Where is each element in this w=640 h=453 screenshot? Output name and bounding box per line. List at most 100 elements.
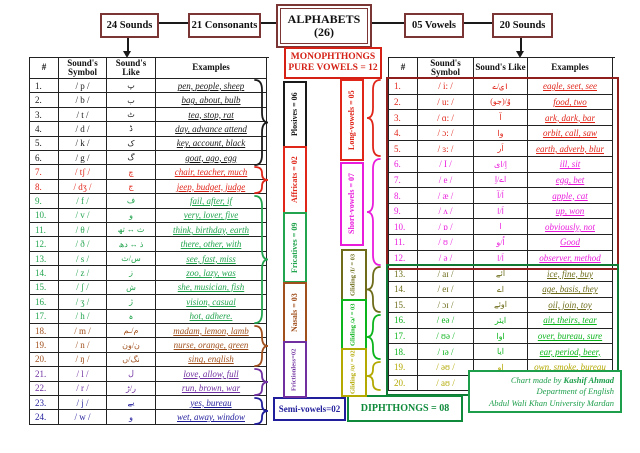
brace-nasals bbox=[254, 325, 269, 367]
cell-symbol: / t / bbox=[59, 107, 107, 123]
cell-number: 16. bbox=[389, 313, 418, 329]
right-drop-line bbox=[520, 34, 522, 52]
down-arrow-icon bbox=[123, 51, 131, 58]
cell-symbol: / k / bbox=[59, 136, 107, 152]
cell-sounds-like: ای/ے bbox=[474, 79, 528, 95]
cell-number: 17. bbox=[389, 328, 418, 345]
cell-examples: ear, period, beer, bbox=[528, 344, 613, 360]
cell-sounds-like: اے/اِ bbox=[474, 172, 528, 189]
cell-examples: very, lover, five bbox=[156, 208, 267, 224]
group-label-gliding_i: Gliding /I/ = 03 bbox=[341, 249, 367, 301]
cell-symbol: / ɒ / bbox=[418, 219, 474, 236]
table-row: 6. / I / اِ/ای ill, sit bbox=[389, 157, 615, 173]
brace-short bbox=[366, 158, 381, 266]
group-label-short: Short-vowels = 07 bbox=[340, 162, 364, 246]
table-header-row: # Sound's Symbol Sound's Like Examples bbox=[30, 58, 269, 79]
cell-symbol: / l / bbox=[59, 367, 107, 382]
cell-symbol: / ʊə / bbox=[418, 328, 474, 345]
cell-examples: madam, lemon, lamb bbox=[156, 323, 267, 339]
cell-sounds-like: اُ/و bbox=[474, 235, 528, 251]
cell-number: 14. bbox=[30, 266, 59, 281]
group-label-nasals: Nasals = 03 bbox=[283, 282, 307, 343]
diphthongs-label: DIPHTHONGS = 08 bbox=[360, 402, 450, 414]
cell-number: 2. bbox=[389, 94, 418, 111]
cell-symbol: / æ / bbox=[418, 188, 474, 204]
cell-number: 21. bbox=[30, 367, 59, 382]
cell-symbol: / ɑ: / bbox=[418, 110, 474, 126]
column-header: Sound's Symbol bbox=[418, 58, 474, 79]
column-header: Examples bbox=[156, 58, 267, 79]
cell-symbol: / θ / bbox=[59, 223, 107, 238]
cell-examples: key, account, black bbox=[156, 136, 267, 152]
cell-sounds-like: ایا bbox=[474, 344, 528, 360]
cell-examples: yes, bureau bbox=[156, 395, 267, 411]
cell-sounds-like: اِ/ای bbox=[474, 157, 528, 173]
cell-examples: eagle, seet, see bbox=[528, 79, 613, 95]
column-header: # bbox=[389, 58, 418, 79]
cell-symbol: / s / bbox=[59, 251, 107, 267]
cell-examples: earth, adverb, blur bbox=[528, 141, 613, 158]
cell-sounds-like: یے bbox=[107, 395, 156, 411]
cell-symbol: / aɪ / bbox=[418, 266, 474, 282]
cell-symbol: / əʊ / bbox=[418, 359, 474, 376]
cell-examples: vision, casual bbox=[156, 295, 267, 310]
table-row: 14. / eɪ / اے age, basis, they bbox=[389, 281, 615, 298]
cell-symbol: / n / bbox=[59, 338, 107, 353]
cell-number: 1. bbox=[389, 79, 418, 95]
cell-sounds-like: ث ↔ تھ bbox=[107, 223, 156, 238]
cell-examples: day, advance attend bbox=[156, 122, 267, 137]
cell-symbol: / aʊ / bbox=[418, 375, 474, 392]
cell-sounds-like: ایئر bbox=[474, 313, 528, 329]
table-row: 12. / ə / اَ/ا observer, method bbox=[389, 250, 615, 267]
cell-examples: apple, cat bbox=[528, 188, 613, 204]
cell-sounds-like: اَ/ا bbox=[474, 250, 528, 267]
cell-sounds-like: س/ث bbox=[107, 251, 156, 267]
table-row: 6. / g / گ goat, ago, egg bbox=[30, 151, 269, 166]
cell-examples: ark, dark, bar bbox=[528, 110, 613, 126]
cell-symbol: / ɔ: / bbox=[418, 125, 474, 142]
table-row: 24. / w / و wet, away, window bbox=[30, 410, 269, 425]
cell-number: 8. bbox=[30, 179, 59, 195]
cell-symbol: / ð / bbox=[59, 237, 107, 252]
column-header: Sound's Symbol bbox=[59, 58, 107, 79]
cell-number: 23. bbox=[30, 395, 59, 411]
cell-symbol: / g / bbox=[59, 151, 107, 166]
cell-examples: age, basis, they bbox=[528, 281, 613, 298]
credit-author: Kashif Ahmad bbox=[563, 375, 614, 385]
cell-examples: there, other, with bbox=[156, 237, 267, 252]
cell-number: 5. bbox=[30, 136, 59, 152]
cell-examples: air, theirs, tear bbox=[528, 313, 613, 329]
monophthongs-title-box: MONOPHTHONGS PURE VOWELS = 12 bbox=[284, 47, 382, 79]
cell-number: 22. bbox=[30, 381, 59, 396]
cell-number: 15. bbox=[389, 297, 418, 314]
table-header-row: # Sound's Symbol Sound's Like Examples bbox=[389, 58, 615, 79]
group-label-fricatives: Fricatives = 09 bbox=[283, 212, 307, 283]
brace-gliding_e bbox=[366, 314, 381, 360]
table-row: 1. / i: / ای/ے eagle, seet, see bbox=[389, 79, 615, 95]
cell-examples: run, brown, war bbox=[156, 381, 267, 396]
cell-symbol: / ɜ: / bbox=[418, 141, 474, 158]
cell-sounds-like: گ bbox=[107, 151, 156, 166]
cell-examples: think, birthday, earth bbox=[156, 223, 267, 238]
cell-number: 13. bbox=[389, 266, 418, 282]
cell-examples: bag, about, bulb bbox=[156, 93, 267, 108]
node-24-sounds: 24 Sounds bbox=[100, 13, 159, 38]
cell-number: 18. bbox=[389, 344, 418, 360]
table-row: 15. / ʃ / ش she, musician, fish bbox=[30, 280, 269, 296]
cell-symbol: / f / bbox=[59, 194, 107, 209]
cell-symbol: / ɪə / bbox=[418, 344, 474, 360]
cell-examples: chair, teacher, much bbox=[156, 165, 267, 180]
cell-symbol: / b / bbox=[59, 93, 107, 108]
brace-plosives bbox=[254, 79, 269, 166]
cell-examples: observer, method bbox=[528, 250, 613, 267]
table-row: 5. / k / ک key, account, black bbox=[30, 136, 269, 152]
column-header: Sound's Like bbox=[107, 58, 156, 79]
cell-sounds-like: اَ/ا bbox=[474, 203, 528, 220]
table-row: 12. / ð / ذ ↔ دھ there, other, with bbox=[30, 237, 269, 252]
brace-long bbox=[366, 79, 381, 157]
cell-symbol: / m / bbox=[59, 323, 107, 339]
cell-sounds-like: وا bbox=[474, 125, 528, 142]
cell-symbol: / ɔɪ / bbox=[418, 297, 474, 314]
cell-sounds-like: آئے bbox=[474, 266, 528, 282]
brace-gliding_u bbox=[366, 361, 381, 391]
